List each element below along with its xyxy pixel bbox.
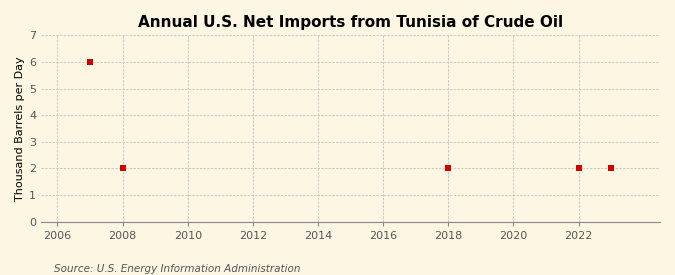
Point — [605, 166, 616, 171]
Text: Source: U.S. Energy Information Administration: Source: U.S. Energy Information Administ… — [54, 264, 300, 274]
Point — [573, 166, 584, 171]
Title: Annual U.S. Net Imports from Tunisia of Crude Oil: Annual U.S. Net Imports from Tunisia of … — [138, 15, 563, 30]
Point — [443, 166, 454, 171]
Y-axis label: Thousand Barrels per Day: Thousand Barrels per Day — [15, 56, 25, 201]
Point — [84, 60, 95, 64]
Point — [117, 166, 128, 171]
